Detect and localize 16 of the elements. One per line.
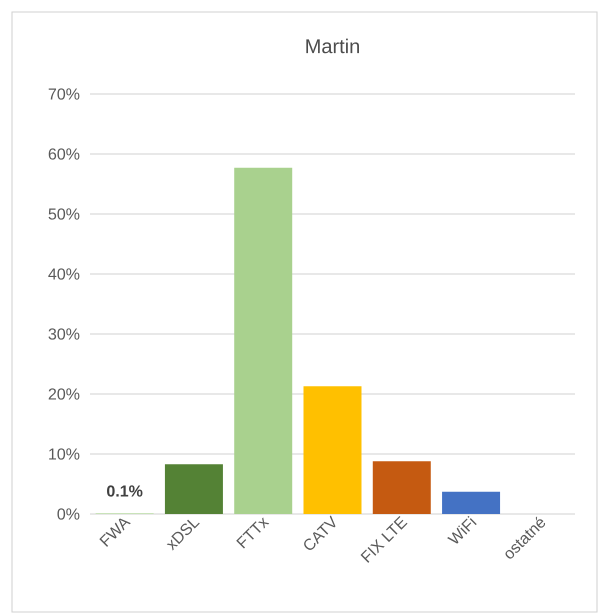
bar: [303, 386, 362, 514]
data-label: 0.1%: [107, 485, 142, 497]
x-tick-label: FIX LTE: [360, 516, 408, 563]
y-tick-label: 30%: [48, 328, 80, 340]
y-tick-label: 70%: [48, 88, 80, 100]
bar: [164, 464, 223, 514]
y-tick-label: 60%: [48, 148, 80, 160]
bar: [372, 461, 431, 514]
y-tick-label: 50%: [48, 208, 80, 220]
y-tick-label: 0%: [57, 508, 80, 520]
chart-title: Martin: [306, 38, 359, 54]
bar: [234, 168, 292, 514]
y-tick-label: 40%: [48, 268, 80, 280]
y-tick-label: 10%: [49, 448, 80, 460]
y-tick-label: 20%: [48, 388, 80, 400]
bar: [442, 492, 500, 514]
